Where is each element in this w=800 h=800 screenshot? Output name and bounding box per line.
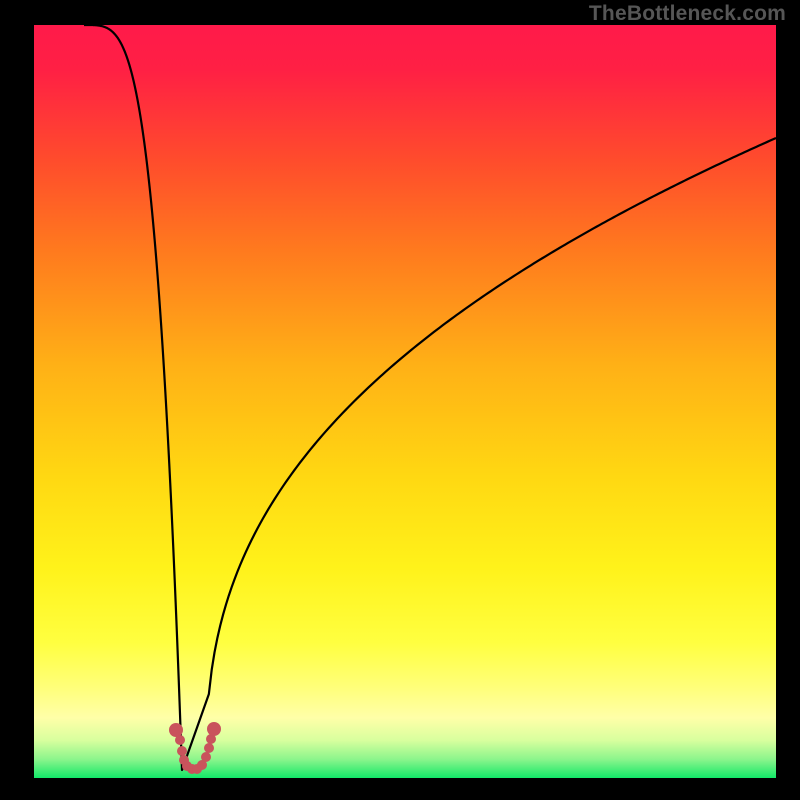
- marker-point: [201, 752, 211, 762]
- marker-point: [177, 746, 187, 756]
- figure-container: TheBottleneck.com: [0, 0, 800, 800]
- marker-point: [207, 722, 221, 736]
- plot-svg: [34, 25, 776, 778]
- marker-point: [204, 743, 214, 753]
- watermark-text: TheBottleneck.com: [589, 2, 786, 26]
- marker-point: [169, 723, 183, 737]
- marker-point: [175, 735, 185, 745]
- plot-background: [34, 25, 776, 778]
- plot-area: [34, 25, 776, 778]
